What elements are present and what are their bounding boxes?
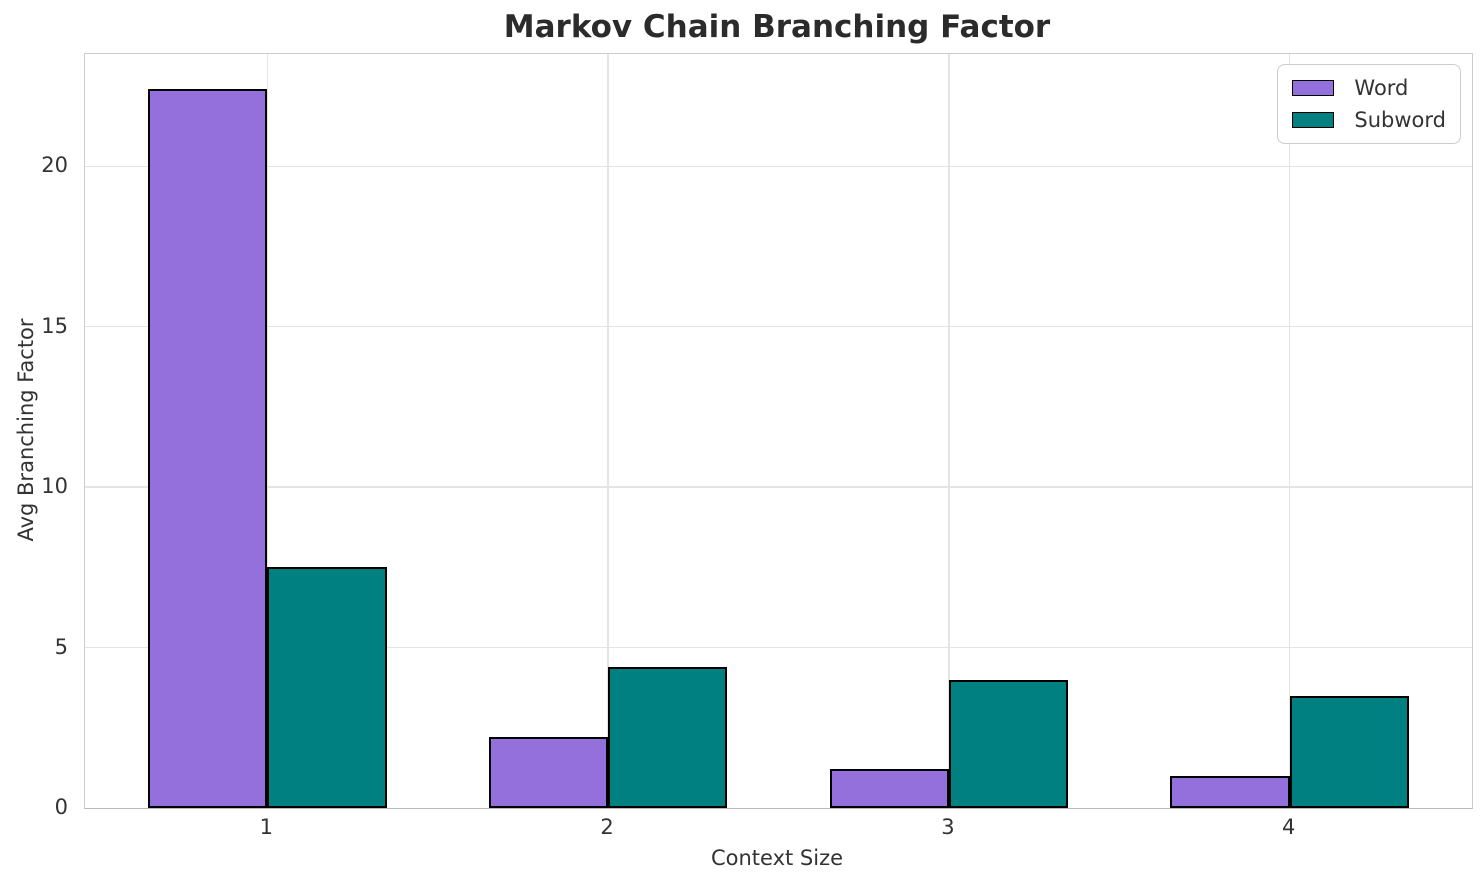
- v-gridline-4: [1288, 54, 1291, 808]
- x-tick-label-2: 2: [600, 815, 614, 839]
- bar-word-context-1: [148, 89, 268, 808]
- bar-subword-context-2: [608, 666, 728, 808]
- legend: Word Subword: [1277, 64, 1461, 144]
- x-tick-label-3: 3: [941, 815, 955, 839]
- v-gridline-3: [948, 54, 950, 808]
- subword-legend-swatch: [1292, 112, 1335, 128]
- y-tick-label-0: 0: [54, 795, 68, 819]
- y-tick-label-10: 10: [41, 474, 68, 499]
- chart-title: Markov Chain Branching Factor: [503, 9, 1051, 45]
- legend-item-subword: Subword: [1292, 106, 1446, 134]
- x-axis-label: Context Size: [710, 846, 844, 870]
- bar-subword-context-4: [1289, 695, 1409, 808]
- y-tick-label-20: 20: [41, 153, 68, 178]
- plot-area: Word Subword: [84, 53, 1473, 809]
- h-gridline-10: [85, 486, 1472, 488]
- y-tick-label-5: 5: [54, 634, 68, 659]
- legend-item-word: Word: [1292, 74, 1446, 102]
- h-gridline-20: [85, 165, 1472, 168]
- word-legend-swatch: [1292, 80, 1335, 96]
- bar-subword-context-1: [267, 567, 387, 808]
- v-gridline-1: [266, 54, 269, 808]
- bar-word-context-4: [1170, 775, 1290, 808]
- bar-word-context-3: [829, 769, 949, 808]
- bar-word-context-2: [488, 737, 609, 808]
- h-gridline-15: [85, 325, 1472, 328]
- x-tick-label-1: 1: [259, 815, 273, 839]
- y-axis-label: Avg Branching Factor: [14, 318, 38, 542]
- legend-label-word: Word: [1354, 76, 1409, 100]
- v-gridline-2: [607, 54, 609, 808]
- h-gridline-5: [85, 646, 1472, 649]
- x-tick-label-4: 4: [1281, 815, 1296, 839]
- bar-subword-context-3: [948, 679, 1069, 808]
- legend-label-subword: Subword: [1354, 108, 1446, 132]
- y-tick-label-15: 15: [41, 313, 68, 338]
